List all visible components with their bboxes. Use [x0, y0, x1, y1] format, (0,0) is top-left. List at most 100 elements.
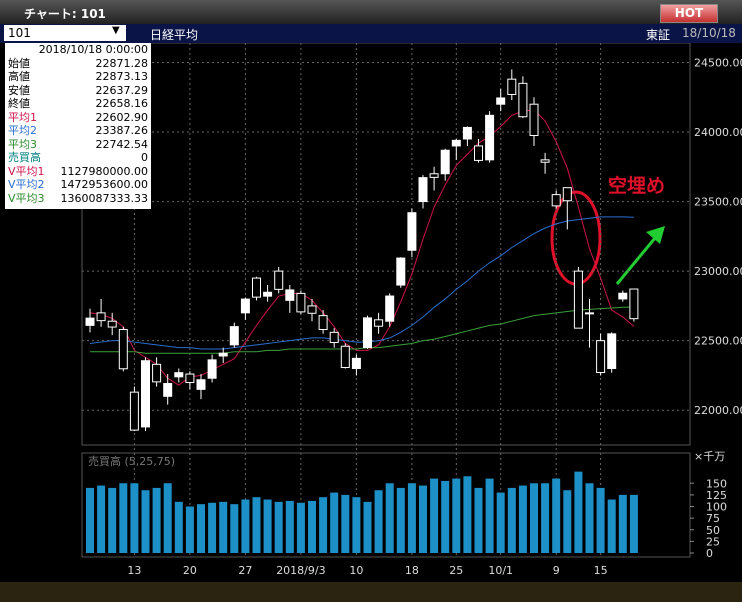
volume-bar — [552, 478, 561, 553]
candle-body — [129, 391, 139, 431]
title-bar: チャート: 101 HOT — [0, 0, 742, 24]
x-tick-label: 18 — [405, 564, 419, 577]
info-label: 平均2 — [8, 124, 37, 137]
candle-body — [163, 383, 173, 397]
x-tick-label: 9 — [553, 564, 560, 577]
candle-body — [340, 345, 350, 369]
candle-body — [329, 331, 339, 343]
volume-bar — [574, 471, 583, 553]
candle-body — [196, 379, 206, 390]
candle-body — [518, 82, 528, 118]
candle-body — [618, 292, 628, 300]
candle-body — [462, 126, 472, 140]
candle-body — [596, 340, 606, 374]
info-label: V平均3 — [8, 191, 45, 205]
volume-bar — [152, 487, 161, 553]
volume-tick-label: 0 — [706, 547, 713, 560]
scroll-strip — [0, 582, 742, 602]
market: 東証 — [646, 28, 671, 42]
candle-body — [396, 257, 406, 286]
volume-bar — [97, 485, 106, 553]
volume-bar — [452, 478, 461, 553]
x-tick-label: 27 — [238, 564, 252, 577]
x-tick-label: 13 — [127, 564, 141, 577]
info-value: 22742.54 — [95, 137, 149, 151]
candle-body — [351, 357, 361, 369]
info-value: 22871.28 — [95, 56, 149, 70]
y-tick-label: 24500.00 — [694, 56, 742, 69]
volume-bar — [563, 490, 572, 553]
volume-bar — [530, 483, 538, 553]
hot-button[interactable]: HOT — [660, 4, 718, 23]
volume-bar — [163, 483, 172, 553]
volume-bar — [463, 476, 472, 553]
volume-bar — [607, 499, 616, 553]
volume-bar — [197, 504, 205, 553]
volume-bar — [496, 492, 505, 553]
moving-average — [89, 216, 634, 350]
arrow-head — [646, 226, 665, 244]
candle-body — [407, 212, 417, 251]
date: 18/10/18 — [682, 26, 736, 40]
info-row: 始値 22871.28 — [5, 57, 151, 71]
volume-bar — [86, 487, 94, 553]
volume-bar — [441, 480, 450, 553]
volume-bar — [108, 487, 117, 553]
candle-body — [562, 187, 572, 202]
info-value: 1472953600.00 — [60, 178, 148, 191]
code-input[interactable]: 101 — [4, 25, 126, 41]
volume-bar — [596, 487, 605, 553]
candle-body — [152, 363, 162, 383]
candle-body — [229, 326, 239, 346]
volume-tick-label: 100 — [706, 501, 727, 514]
info-row: 高値 22873.13 — [5, 70, 151, 84]
volume-bar — [385, 483, 394, 553]
info-row: V平均2 1472953600.00 — [5, 178, 151, 192]
candle-body — [451, 139, 461, 147]
volume-bar — [474, 487, 483, 553]
info-row: 平均1 22602.90 — [5, 111, 151, 125]
candle-body — [496, 97, 506, 105]
candle-body — [418, 177, 428, 203]
info-value: 22873.13 — [95, 70, 149, 83]
volume-bar — [263, 499, 272, 553]
candle-body — [374, 319, 384, 327]
volume-bar — [485, 478, 494, 553]
info-label: 売買高 — [8, 151, 41, 164]
candle-body — [96, 312, 106, 322]
candle-body — [318, 315, 328, 331]
info-label: V平均1 — [8, 164, 45, 178]
info-row: 終値 22658.16 — [5, 97, 151, 111]
candle-body — [141, 360, 150, 428]
candle-body — [385, 295, 395, 322]
toolbar: 101 ▼ 日経平均 東証 18/10/18 — [0, 24, 742, 43]
info-label: 高値 — [8, 70, 30, 83]
candle-body — [429, 173, 439, 178]
y-tick-label: 23000.00 — [694, 265, 742, 278]
volume-bar — [319, 497, 328, 553]
candle-body — [507, 78, 517, 95]
volume-bar — [341, 494, 350, 553]
y-tick-label: 22500.00 — [694, 335, 742, 348]
volume-bar — [308, 500, 316, 553]
info-label: 平均3 — [8, 137, 37, 151]
volume-bar — [330, 492, 339, 553]
candle-body — [551, 194, 561, 207]
x-tick-label: 25 — [449, 564, 463, 577]
volume-bar — [541, 483, 550, 553]
x-tick-label: 20 — [183, 564, 197, 577]
volume-bar — [363, 501, 372, 553]
candle-body — [207, 359, 217, 379]
candle-body — [529, 103, 539, 137]
candle-body — [185, 373, 195, 384]
info-label: 終値 — [8, 97, 30, 110]
volume-bar — [618, 494, 627, 553]
volume-bar — [230, 504, 239, 553]
volume-bar — [208, 502, 217, 553]
candle-body — [296, 292, 306, 313]
dropdown-arrow[interactable]: ▼ — [112, 25, 120, 36]
info-label: 始値 — [8, 56, 30, 70]
volume-unit: ×千万 — [694, 450, 725, 463]
y-tick-label: 22000.00 — [694, 404, 742, 417]
